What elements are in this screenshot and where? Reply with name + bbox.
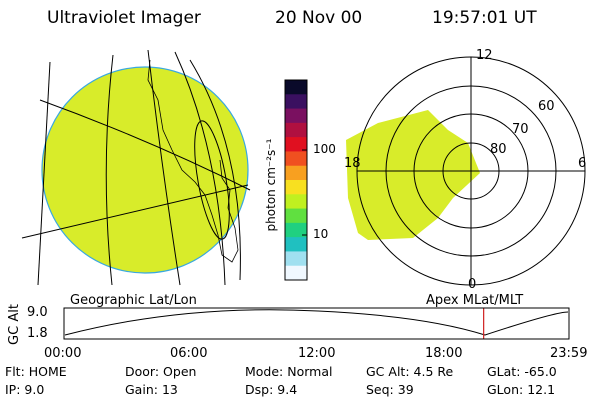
coastline (147, 59, 239, 263)
info-gain: Gain: 13 (125, 382, 178, 397)
mlt-label-12: 12 (476, 48, 493, 63)
observation-time: 19:57:01 UT (432, 8, 537, 28)
info-mode: Mode: Normal (245, 364, 333, 379)
colorbar-segment (285, 208, 307, 224)
colorbar-segment (285, 237, 307, 252)
info-ip: IP: 9.0 (5, 382, 45, 397)
colorbar-tick-100: 100 (313, 142, 336, 156)
info-glat: GLat: -65.0 (487, 364, 557, 379)
info-flight: Flt: HOME (5, 364, 67, 379)
mlat-label-60: 60 (538, 99, 555, 114)
colorbar-segment (285, 251, 307, 267)
altitude-timeline (63, 307, 570, 340)
colorbar-segment (285, 165, 307, 181)
info-gc-alt: GC Alt: 4.5 Re (366, 364, 454, 379)
colorbar-segment (285, 94, 307, 110)
info-glon: GLon: 12.1 (487, 382, 556, 397)
timeline-x-tick-4: 23:59 (550, 346, 588, 361)
altitude-curve (64, 309, 569, 336)
info-dsp: Dsp: 9.4 (245, 382, 298, 397)
timeline-axis-label: GC Alt (6, 304, 22, 345)
observation-date: 20 Nov 00 (275, 8, 363, 28)
geographic-image (21, 49, 251, 286)
colorbar-tick-10: 10 (313, 227, 329, 241)
lat-lon-grid (21, 49, 251, 286)
polar-grid (356, 56, 586, 286)
colorbar-unit-label: photon cm⁻²s⁻¹ (264, 138, 278, 232)
earth-disk (41, 66, 249, 274)
colorbar-segment (285, 108, 307, 124)
info-seq: Seq: 39 (366, 382, 414, 397)
info-door: Door: Open (125, 364, 197, 379)
mlt-label-6: 6 (578, 156, 587, 171)
colorbar-segment (285, 180, 307, 195)
colorbar-segment (285, 222, 307, 238)
colorbar-segment (285, 151, 307, 167)
color-bar (284, 79, 308, 281)
mlat-label-70: 70 (512, 122, 529, 137)
mlt-label-18: 18 (344, 156, 361, 171)
geographic-panel-label: Geographic Lat/Lon (70, 293, 197, 308)
colorbar-segment (285, 122, 307, 138)
timeline-x-tick-1: 06:00 (170, 346, 208, 361)
auroral-region (346, 110, 480, 240)
colorbar-segment (285, 137, 307, 152)
magnetic-panel-label: Apex MLat/MLT (426, 293, 524, 308)
colorbar-segment (285, 194, 307, 210)
timeline-x-tick-0: 00:00 (44, 346, 82, 361)
mlt-label-0: 0 (468, 277, 477, 292)
instrument-title: Ultraviolet Imager (47, 8, 201, 28)
timeline-x-tick-2: 12:00 (298, 346, 336, 361)
colorbar-segment (285, 80, 307, 95)
mlat-label-80: 80 (490, 142, 507, 157)
timeline-x-tick-3: 18:00 (425, 346, 463, 361)
timeline-y-tick-max: 9.0 (27, 305, 48, 320)
polar-plot (346, 56, 586, 286)
timeline-y-tick-min: 1.8 (27, 326, 48, 341)
colorbar-segment (285, 265, 307, 281)
